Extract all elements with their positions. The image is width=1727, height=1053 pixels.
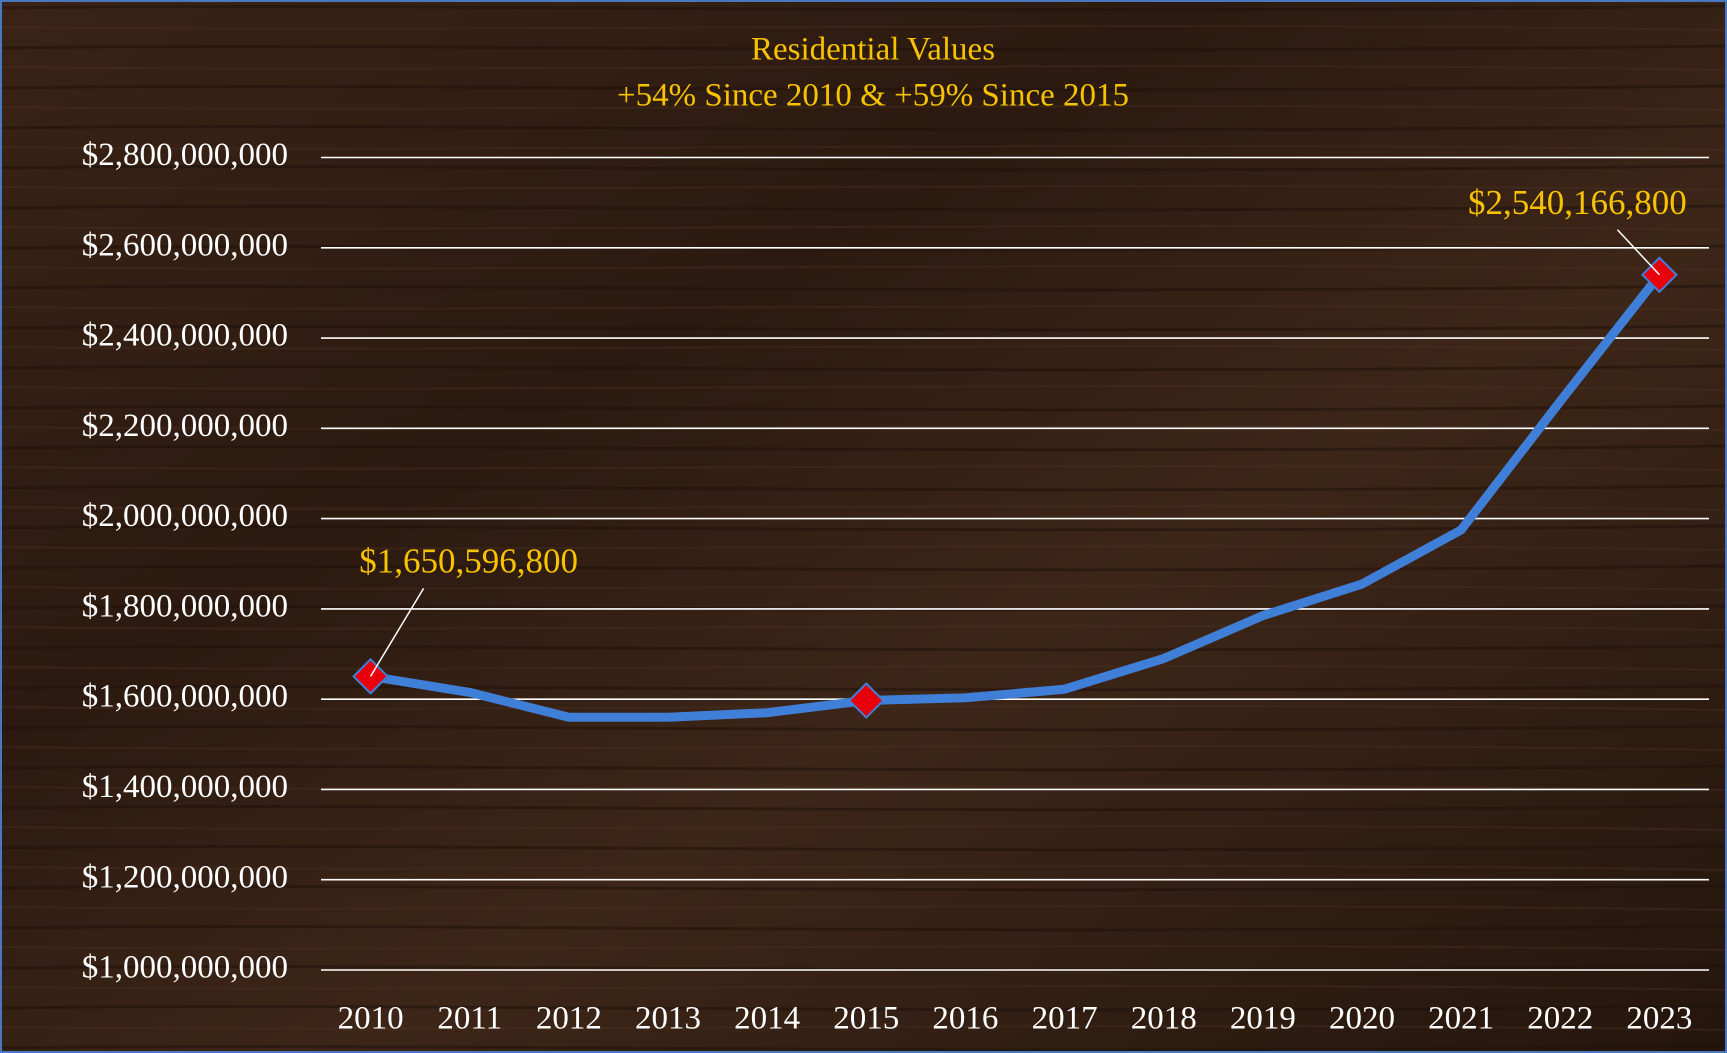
x-tick-label: 2019 (1230, 1001, 1296, 1037)
x-tick-label: 2014 (734, 1001, 800, 1037)
series-line (366, 270, 1664, 722)
chart-title: Residential Values (751, 32, 995, 68)
x-tick-label: 2023 (1626, 1001, 1692, 1037)
x-tick-label: 2016 (932, 1001, 998, 1037)
y-tick-label: $1,800,000,000 (82, 588, 288, 624)
data-label: $2,540,166,800 (1468, 183, 1687, 222)
y-tick-label: $1,200,000,000 (82, 859, 288, 895)
y-tick-label: $2,400,000,000 (82, 318, 288, 354)
x-tick-label: 2022 (1527, 1001, 1593, 1037)
y-tick-label: $1,400,000,000 (82, 769, 288, 805)
x-tick-label: 2021 (1428, 1001, 1494, 1037)
y-tick-label: $1,600,000,000 (82, 679, 288, 715)
data-label: $1,650,596,800 (359, 541, 578, 580)
x-tick-label: 2010 (338, 1001, 404, 1037)
y-tick-label: $2,000,000,000 (82, 498, 288, 534)
x-tick-label: 2018 (1131, 1001, 1197, 1037)
y-tick-label: $2,200,000,000 (82, 408, 288, 444)
x-tick-label: 2015 (833, 1001, 899, 1037)
y-tick-label: $2,800,000,000 (82, 137, 288, 173)
x-tick-label: 2012 (536, 1001, 602, 1037)
chart-subtitle: +54% Since 2010 & +59% Since 2015 (617, 78, 1129, 114)
marker (352, 657, 389, 695)
leader-line (369, 587, 425, 677)
y-tick-label: $1,000,000,000 (82, 950, 288, 986)
x-tick-label: 2020 (1329, 1001, 1395, 1037)
leader-line (1616, 229, 1660, 276)
x-tick-label: 2013 (635, 1001, 701, 1037)
x-tick-label: 2011 (437, 1001, 502, 1037)
marker (847, 682, 885, 719)
y-tick-label: $2,600,000,000 (82, 227, 288, 263)
x-tick-label: 2017 (1032, 1001, 1098, 1037)
